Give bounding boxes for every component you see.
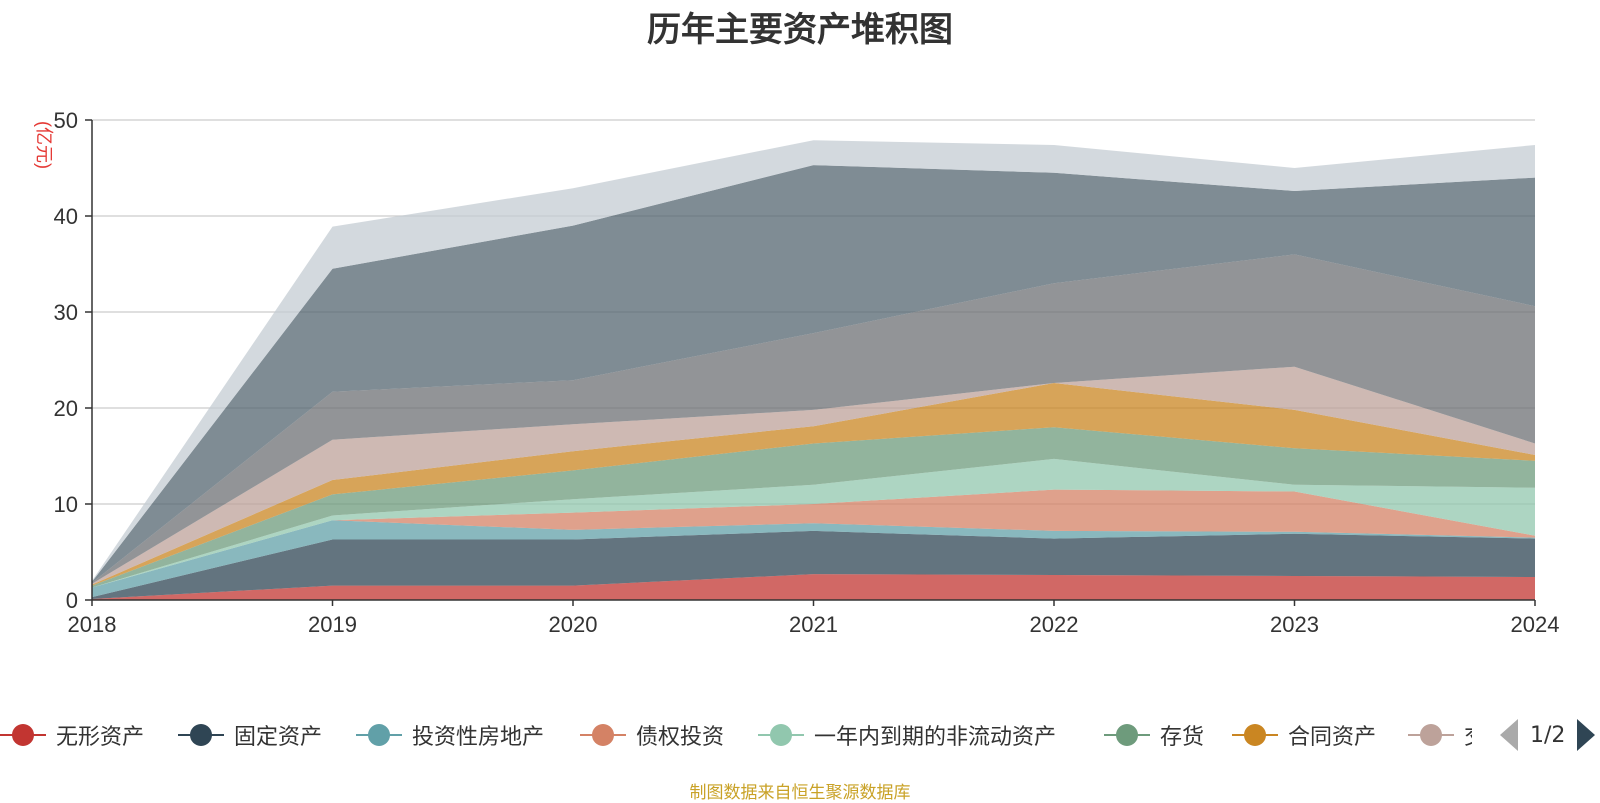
y-tick-label: 10	[54, 492, 78, 517]
legend-marker-icon	[356, 723, 402, 747]
x-tick-label: 2021	[789, 612, 838, 637]
legend-item[interactable]: 合同资产	[1232, 712, 1376, 758]
legend-label: 投资性房地产	[412, 725, 545, 750]
y-tick-label: 50	[54, 108, 78, 133]
legend-pager: 1/2	[1500, 718, 1596, 752]
area-series-3	[92, 520, 1535, 598]
legend-marker-icon	[1408, 723, 1454, 747]
y-tick-label: 20	[54, 396, 78, 421]
x-tick-label: 2022	[1030, 612, 1079, 637]
axis-layer: 0 10 20 30 40 50 2018 2019 2020 2021 2022 2023 2024	[54, 108, 1560, 637]
area-series-11	[92, 140, 1535, 582]
area-series-6	[92, 427, 1535, 588]
legend-item[interactable]: 债权投资	[580, 712, 724, 758]
area-series-8	[92, 366, 1535, 585]
x-tick-label: 2023	[1270, 612, 1319, 637]
legend-label: 无形资产	[56, 725, 145, 750]
legend-marker-icon	[758, 723, 804, 747]
legend-label: 交	[1464, 719, 1472, 751]
legend-item[interactable]: 固定资产	[178, 712, 322, 758]
y-tick-label: 0	[66, 588, 78, 613]
legend: 无形资产 固定资产 投资性房地产 债权投资 一年内到期的非流动资产 存货 合同资产 交	[0, 712, 1600, 758]
legend-label: 存货	[1160, 725, 1205, 750]
legend-marker-icon	[0, 723, 46, 747]
legend-item[interactable]: 存货	[1104, 712, 1204, 758]
legend-item[interactable]: 交	[1408, 712, 1472, 758]
y-axis-unit-label: (亿元)	[34, 121, 54, 169]
area-series-2	[92, 530, 1535, 599]
legend-item[interactable]: 一年内到期的非流动资产	[758, 712, 1056, 758]
legend-item[interactable]: 投资性房地产	[356, 712, 544, 758]
legend-label: 固定资产	[234, 725, 323, 750]
legend-marker-icon	[580, 723, 626, 747]
x-tick-label: 2018	[68, 612, 117, 637]
x-tick-label: 2019	[308, 612, 357, 637]
area-series-9	[92, 254, 1535, 584]
area-series-4	[92, 489, 1535, 588]
legend-label: 合同资产	[1288, 725, 1377, 750]
legend-marker-icon	[178, 723, 224, 747]
legend-label: 一年内到期的非流动资产	[814, 725, 1057, 750]
x-tick-label: 2024	[1511, 612, 1560, 637]
page-indicator: 1/2	[1530, 722, 1566, 748]
legend-marker-icon	[1104, 723, 1150, 747]
y-tick-label: 40	[54, 204, 78, 229]
area-series-10	[92, 165, 1535, 583]
prev-page-icon[interactable]	[1500, 719, 1518, 751]
data-source-note: 制图数据来自恒生聚源数据库	[689, 783, 911, 803]
area-layer	[92, 140, 1535, 600]
y-tick-label: 30	[54, 300, 78, 325]
x-tick-label: 2020	[549, 612, 598, 637]
area-series-7	[92, 383, 1535, 586]
chart-title: 历年主要资产堆积图	[647, 10, 953, 50]
legend-items: 无形资产 固定资产 投资性房地产 债权投资 一年内到期的非流动资产 存货 合同资产 交	[0, 712, 1472, 758]
legend-label: 债权投资	[636, 725, 725, 750]
legend-item[interactable]: 无形资产	[0, 712, 144, 758]
next-page-icon[interactable]	[1577, 719, 1596, 751]
area-series-1	[92, 574, 1535, 600]
legend-marker-icon	[1232, 723, 1278, 747]
